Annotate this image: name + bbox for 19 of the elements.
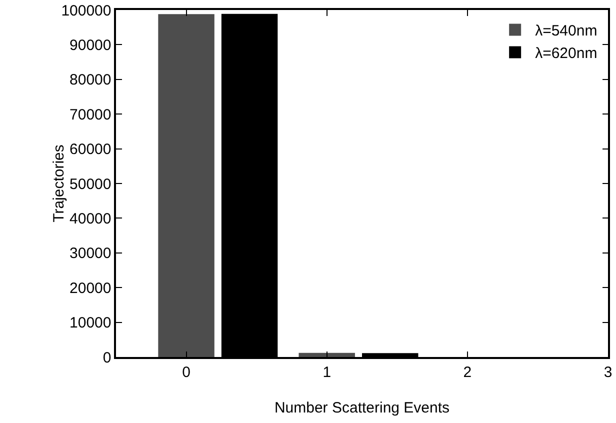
y-tick-label: 80000 bbox=[70, 72, 112, 89]
y-tick-label: 90000 bbox=[70, 36, 112, 54]
y-tick-label: 60000 bbox=[70, 141, 112, 158]
y-tick-label: 20000 bbox=[70, 280, 112, 297]
y-tick-label: 70000 bbox=[70, 106, 112, 124]
x-tick-label: 3 bbox=[604, 364, 612, 381]
y-tick-label: 50000 bbox=[70, 176, 112, 193]
x-axis-title: Number Scattering Events bbox=[274, 400, 450, 416]
y-tick-label: 30000 bbox=[70, 245, 112, 262]
y-tick-label: 100000 bbox=[61, 2, 112, 20]
x-tick-label: 0 bbox=[182, 364, 190, 381]
legend-label: λ=620nm bbox=[535, 45, 598, 62]
y-axis-title: Trajectories bbox=[50, 144, 68, 222]
y-tick-label: 0 bbox=[102, 349, 112, 366]
legend-label: λ=540nm bbox=[535, 22, 598, 40]
x-tick-label: 2 bbox=[463, 364, 472, 381]
x-tick-label: 1 bbox=[322, 364, 332, 381]
y-tick-label: 10000 bbox=[70, 314, 112, 332]
y-tick-label: 40000 bbox=[70, 210, 112, 228]
